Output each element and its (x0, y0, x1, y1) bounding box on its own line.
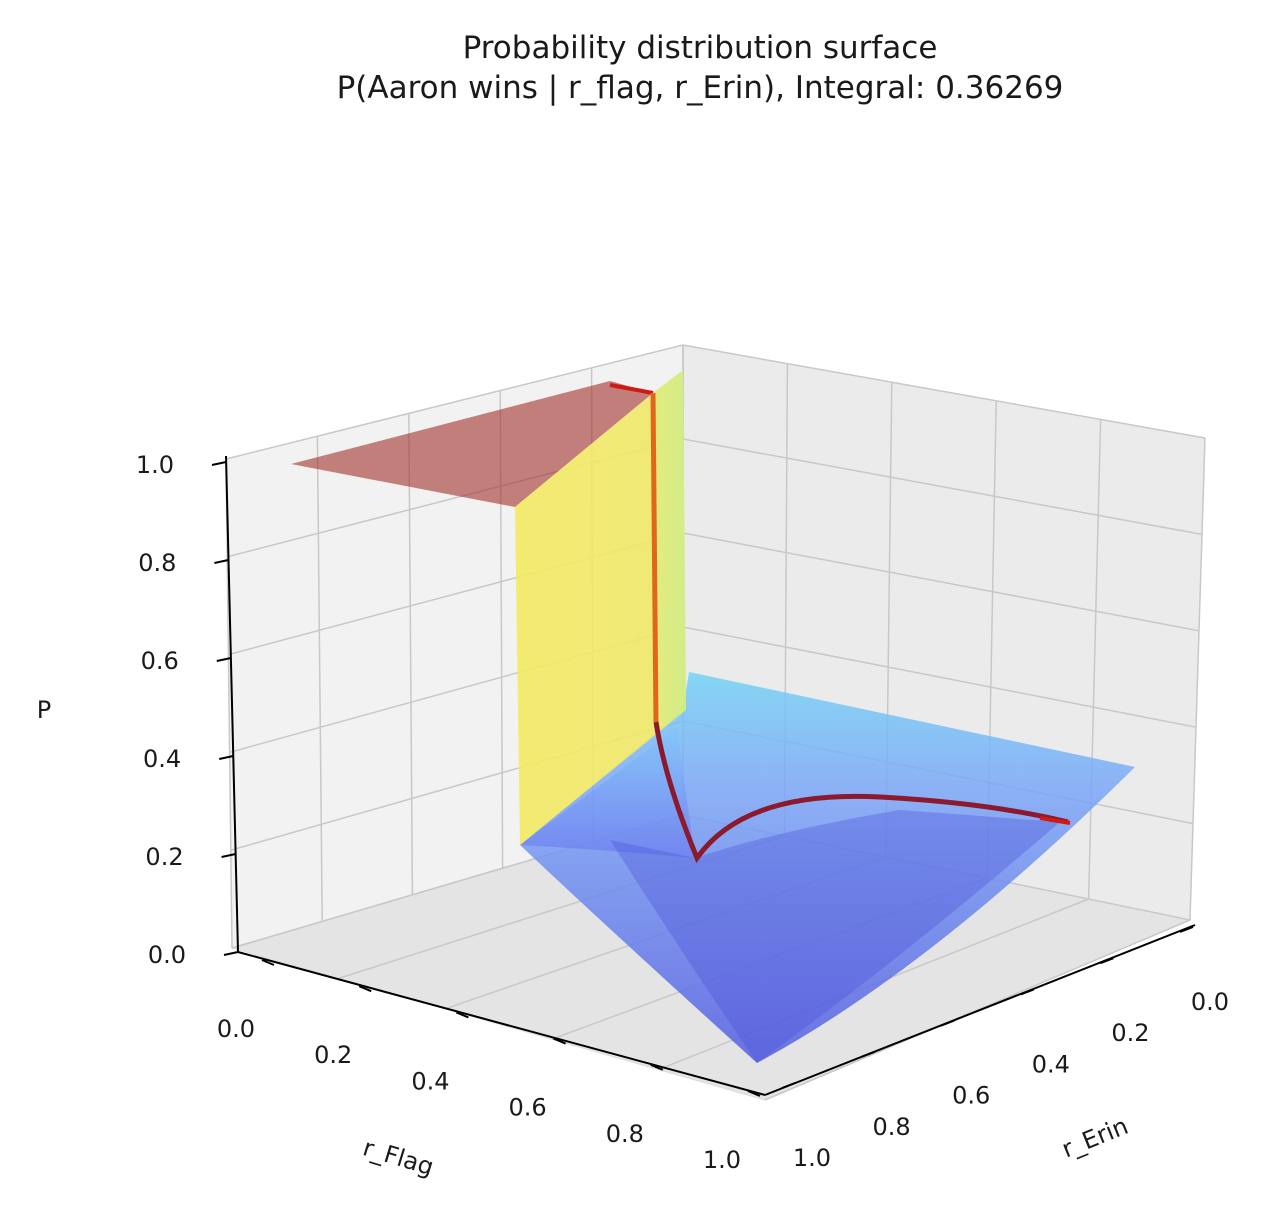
z-tick-mark (216, 657, 232, 662)
x-tick-mark (553, 1037, 566, 1045)
plateau-surface (291, 381, 653, 507)
y-tick-label: 0.8 (873, 1113, 911, 1141)
z-tick-label: 0.0 (148, 941, 186, 969)
x-tick-label: 0.6 (509, 1094, 547, 1122)
x-tick-mark (261, 959, 275, 966)
z-tick-mark (221, 853, 236, 858)
x-tick-label: 1.0 (703, 1146, 741, 1174)
x-tick-label: 0.0 (217, 1015, 255, 1043)
chart-title: Probability distribution surface (462, 30, 938, 66)
y-tick-label: 0.2 (1111, 1019, 1149, 1047)
x-tick-mark (650, 1063, 664, 1071)
y-tick-label: 0.6 (952, 1082, 990, 1110)
z-tick-mark (211, 461, 227, 466)
x-tick-mark (747, 1090, 761, 1097)
z-tick-mark (214, 559, 229, 564)
cliff-shade (653, 370, 686, 726)
x-tick-label: 0.8 (606, 1120, 644, 1148)
grid-line (316, 436, 323, 922)
z-axis-line (225, 455, 239, 953)
x-axis-ticks: 0.0 0.2 0.4 0.6 0.8 1.0 (217, 959, 761, 1174)
y-tick-mark (781, 1082, 796, 1089)
x-tick-label: 0.4 (411, 1067, 449, 1095)
grid-line (1087, 419, 1102, 900)
y-tick-label: 0.0 (1191, 988, 1229, 1016)
chart-title-block: Probability distribution surface P(Aaron… (0, 28, 1268, 108)
grid-line (225, 458, 233, 949)
x-tick-mark (358, 985, 372, 993)
y-tick-mark (861, 1050, 875, 1058)
y-tick-mark (1100, 957, 1114, 965)
y-tick-label: 0.4 (1032, 1050, 1070, 1078)
basin-dark-center (610, 810, 1060, 1063)
ridge-end-cap (1039, 816, 1071, 825)
x-tick-label: 0.2 (314, 1041, 352, 1069)
z-tick-label: 0.8 (138, 549, 176, 577)
y-axis-ticks: 0.0 0.2 0.4 0.6 0.8 1.0 (781, 926, 1229, 1172)
x-tick-mark (456, 1011, 469, 1019)
z-tick-mark (223, 951, 239, 956)
cliff-wall (515, 370, 686, 845)
y-axis-label: r_Erin (1058, 1112, 1132, 1164)
ridge-top-segment (609, 383, 654, 395)
ridge-curve (653, 721, 1069, 864)
y-tick-label: 1.0 (793, 1144, 831, 1172)
z-tick-label: 1.0 (136, 451, 174, 479)
x-axis-label: r_Flag (360, 1133, 437, 1181)
ridge-cliff-segment (650, 392, 659, 723)
z-tick-mark (218, 755, 234, 760)
z-axis-label: P (37, 696, 51, 724)
z-tick-label: 0.4 (143, 745, 181, 773)
grid-line (408, 413, 414, 895)
y-tick-mark (1020, 988, 1035, 996)
chart-subtitle: P(Aaron wins | r_flag, r_Erin), Integral… (336, 70, 1064, 106)
y-axis-line (764, 924, 1196, 1096)
y-tick-mark (940, 1019, 955, 1027)
z-tick-label: 0.6 (141, 647, 179, 675)
basin-left-lobe (520, 728, 695, 858)
x-axis-line (237, 951, 766, 1096)
y-tick-mark (1179, 926, 1194, 933)
z-axis-ticks: 0.0 0.2 0.4 0.6 0.8 1.0 (136, 451, 239, 969)
grid-line (1189, 437, 1206, 921)
z-tick-label: 0.2 (145, 843, 183, 871)
